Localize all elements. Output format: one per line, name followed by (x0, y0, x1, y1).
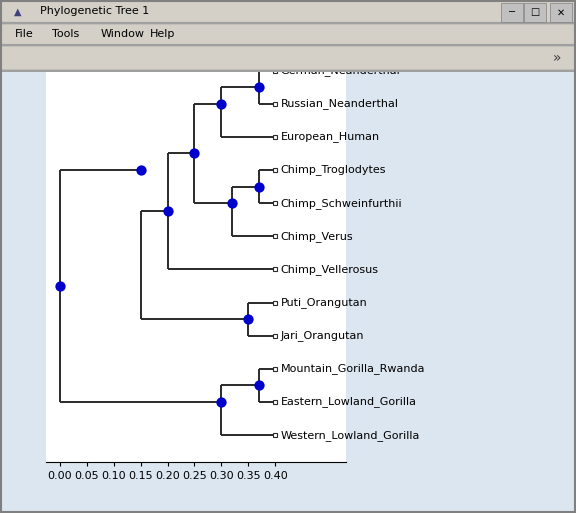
Text: Phylogenetic Tree 1: Phylogenetic Tree 1 (40, 6, 150, 16)
Point (228, 199, 237, 207)
Text: Help: Help (150, 29, 175, 40)
Text: Jari_Orangutan: Jari_Orangutan (281, 330, 365, 341)
Point (255, 381, 264, 389)
Point (255, 83, 264, 91)
Text: European_Human: European_Human (281, 131, 380, 142)
Point (136, 166, 145, 174)
Text: Chimp_Verus: Chimp_Verus (281, 231, 354, 242)
Text: German_Neanderthal: German_Neanderthal (281, 65, 400, 76)
Text: Mountain_Gorilla_Rwanda: Mountain_Gorilla_Rwanda (281, 363, 425, 374)
Text: ✕: ✕ (557, 7, 565, 17)
Text: Eastern_Lowland_Gorilla: Eastern_Lowland_Gorilla (281, 397, 417, 407)
Text: Western_Lowland_Gorilla: Western_Lowland_Gorilla (281, 430, 420, 441)
Point (255, 183, 264, 191)
Point (217, 100, 226, 108)
Point (55, 282, 64, 290)
Point (244, 315, 253, 323)
Text: Russian_Neanderthal: Russian_Neanderthal (281, 98, 399, 109)
Text: Chimp_Vellerosus: Chimp_Vellerosus (281, 264, 379, 275)
Text: »: » (553, 51, 562, 65)
Text: Puti_Orangutan: Puti_Orangutan (281, 297, 367, 308)
Point (217, 398, 226, 406)
Text: Chimp_Schweinfurthii: Chimp_Schweinfurthii (281, 198, 403, 209)
Point (190, 149, 199, 157)
Text: □: □ (530, 7, 540, 17)
Text: Window: Window (101, 29, 145, 40)
Text: Tools: Tools (52, 29, 79, 40)
Point (163, 207, 172, 215)
Text: ▲: ▲ (14, 6, 22, 16)
Text: File: File (14, 29, 33, 40)
Text: −: − (508, 7, 516, 17)
Text: Chimp_Troglodytes: Chimp_Troglodytes (281, 165, 386, 175)
